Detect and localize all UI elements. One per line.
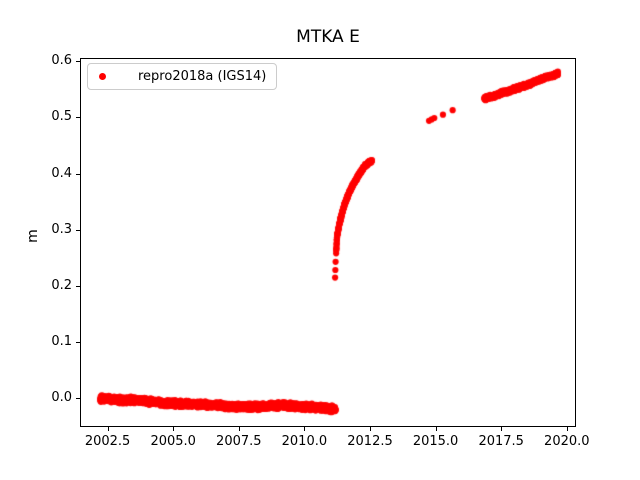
x-tick <box>566 427 568 431</box>
legend: repro2018a (IGS14) <box>87 63 278 90</box>
chart-title: MTKA E <box>296 27 360 47</box>
y-tick-label: 0.6 <box>51 53 72 69</box>
x-tick-label: 2020.0 <box>544 434 590 449</box>
x-tick <box>173 427 175 431</box>
y-tick-label: 0.0 <box>51 389 72 405</box>
x-tick-label: 2010.0 <box>281 434 328 449</box>
x-tick <box>304 427 306 431</box>
y-tick <box>76 285 80 287</box>
legend-label: repro2018a (IGS14) <box>138 69 267 84</box>
x-tick <box>370 427 371 431</box>
x-tick <box>238 427 240 431</box>
y-tick-label: 0.4 <box>51 165 72 181</box>
x-tick <box>501 427 503 431</box>
y-tick <box>76 61 80 63</box>
y-tick <box>76 397 80 399</box>
y-tick-label: 0.1 <box>51 333 72 349</box>
x-tick-label: 2017.5 <box>478 434 524 449</box>
x-tick-label: 2002.5 <box>84 434 131 449</box>
x-tick-label: 2012.5 <box>347 434 393 449</box>
y-tick <box>76 229 80 231</box>
y-tick <box>76 117 80 119</box>
legend-marker-icon <box>99 73 106 80</box>
x-tick-label: 2005.0 <box>150 434 196 449</box>
x-tick <box>107 427 109 431</box>
y-tick-label: 0.5 <box>51 109 72 125</box>
x-tick <box>435 427 437 431</box>
y-tick-label: 0.3 <box>51 221 72 237</box>
x-tick-label: 2007.5 <box>216 434 262 449</box>
x-tick-label: 2015.0 <box>412 434 459 449</box>
y-tick <box>76 341 80 343</box>
y-tick <box>76 173 80 175</box>
y-tick-label: 0.2 <box>51 277 72 293</box>
